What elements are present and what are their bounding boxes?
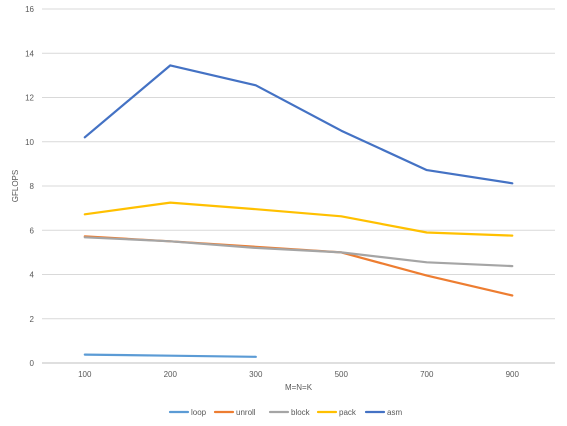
legend-label-unroll: unroll xyxy=(236,408,256,417)
x-tick-label: 700 xyxy=(420,370,434,379)
y-tick-label: 8 xyxy=(30,182,35,191)
x-tick-label: 500 xyxy=(335,370,349,379)
y-tick-label: 4 xyxy=(30,271,35,280)
x-tick-label: 300 xyxy=(249,370,263,379)
series-line-pack xyxy=(83,201,514,237)
x-tick-labels: 100 200 300 500 700 900 xyxy=(78,370,519,379)
y-tick-label: 6 xyxy=(30,226,35,235)
legend-label-asm: asm xyxy=(387,408,402,417)
y-tick-label: 0 xyxy=(30,359,35,368)
series-line-unroll xyxy=(83,235,514,297)
legend: loop unroll block pack asm xyxy=(168,408,402,417)
series-lines xyxy=(83,64,514,358)
gridlines xyxy=(42,8,555,364)
legend-label-pack: pack xyxy=(339,408,357,417)
y-tick-label: 10 xyxy=(25,138,34,147)
x-tick-label: 200 xyxy=(164,370,178,379)
y-axis-title: GFLOPS xyxy=(11,170,20,202)
series-line-loop xyxy=(83,353,257,358)
x-tick-label: 100 xyxy=(78,370,92,379)
y-tick-label: 12 xyxy=(25,94,34,103)
series-line-block xyxy=(83,236,514,268)
y-tick-label: 14 xyxy=(25,49,34,58)
legend-label-block: block xyxy=(291,408,311,417)
series-line-asm xyxy=(83,64,514,185)
legend-label-loop: loop xyxy=(191,408,207,417)
x-axis-title: M=N=K xyxy=(285,383,313,392)
y-tick-label: 2 xyxy=(30,315,35,324)
x-tick-label: 900 xyxy=(506,370,520,379)
y-tick-labels: 0 2 4 6 8 10 12 14 16 xyxy=(25,5,34,368)
y-tick-label: 16 xyxy=(25,5,34,14)
